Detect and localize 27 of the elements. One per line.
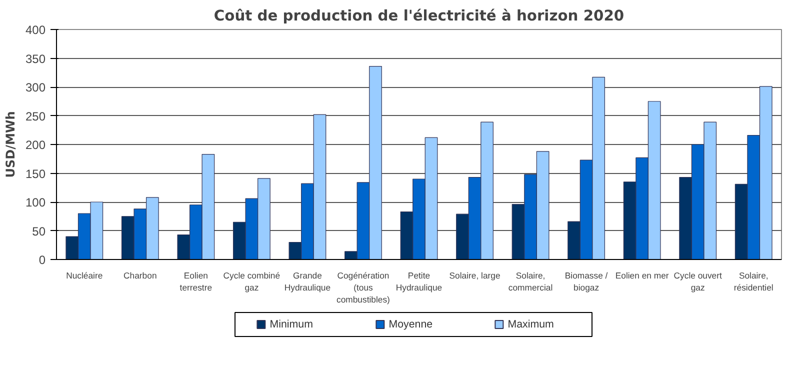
x-tick-label: Eolien en mer <box>615 270 669 280</box>
y-tick-label: 50 <box>32 224 46 238</box>
x-tick-label: Solaire, large <box>449 270 500 280</box>
x-tick-label: Cycle combiné gaz <box>223 270 280 292</box>
x-tick-label: Solaire, commercial <box>508 270 553 292</box>
x-tick-label: Solaire, résidentiel <box>734 270 774 292</box>
legend-label: Maximum <box>508 318 554 330</box>
y-axis-title: USD/MWh <box>3 111 18 178</box>
y-tick-label: 0 <box>38 253 46 267</box>
x-tick-label: Nucléaire <box>66 270 103 280</box>
y-tick-label: 250 <box>25 109 46 124</box>
y-tick-label: 100 <box>25 196 46 210</box>
x-tick-label: Cogénération (tous combustibles) <box>336 270 390 304</box>
y-tick-label: 150 <box>25 166 46 181</box>
y-tick-label: 350 <box>25 52 46 66</box>
y-tick-label: 300 <box>25 80 46 94</box>
y-tick-label: 200 <box>25 138 46 152</box>
x-tick-label: Eolien terrestre <box>180 270 212 292</box>
legend-label: Minimum <box>270 318 314 330</box>
x-tick-label: Biomasse / biogaz <box>564 270 608 292</box>
legend-label: Moyenne <box>388 318 433 330</box>
x-tick-label: Cycle ouvert gaz <box>674 270 722 292</box>
x-tick-label: Charbon <box>124 270 157 280</box>
chart-title: Coût de production de l'électricité à horizon 2020 <box>214 8 624 24</box>
x-tick-label: Petite Hydraulique <box>396 270 442 292</box>
x-tick-label: Grande Hydraulique <box>284 270 331 292</box>
y-tick-label: 400 <box>25 23 46 37</box>
